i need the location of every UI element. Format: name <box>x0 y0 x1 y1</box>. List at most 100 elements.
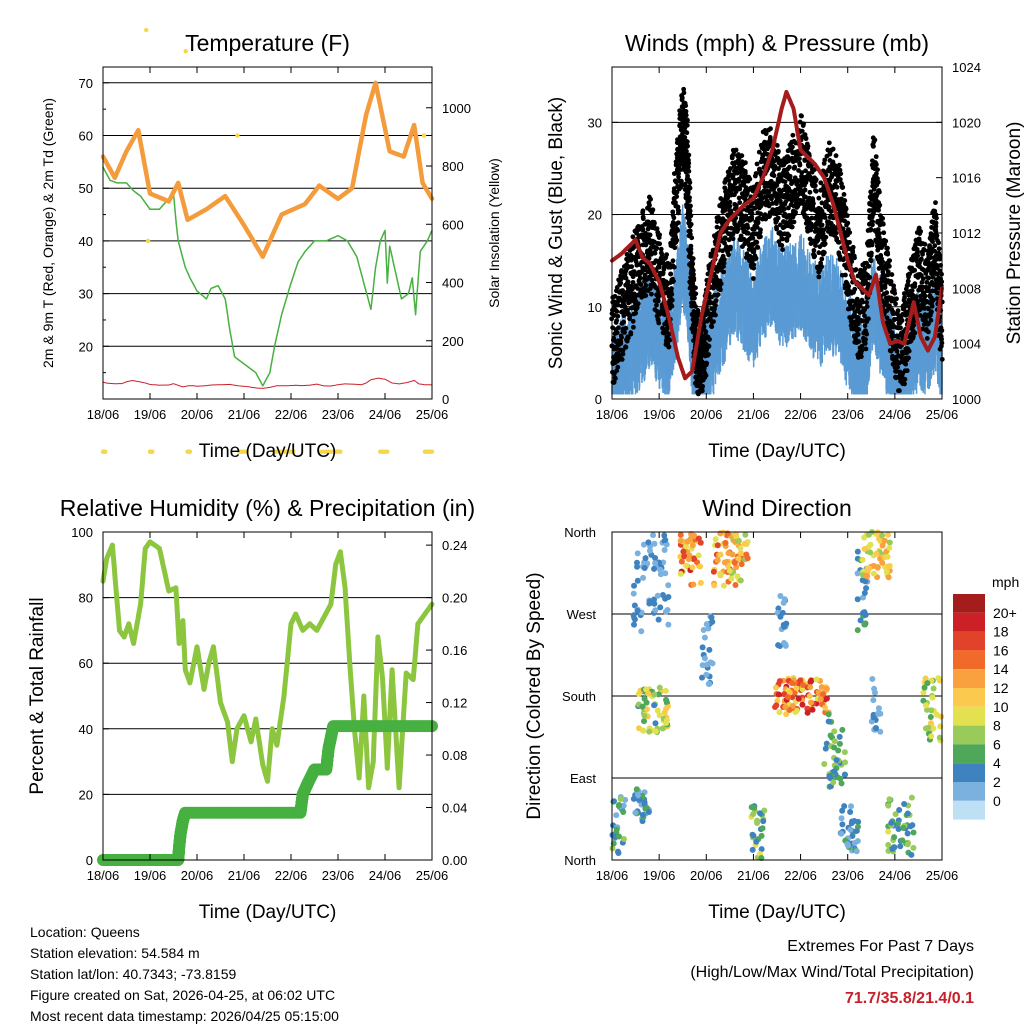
gust-point <box>774 227 779 232</box>
gust-point <box>669 289 674 294</box>
gust-point <box>864 300 869 305</box>
gust-point <box>816 196 821 201</box>
gust-point <box>714 298 719 303</box>
gust-point <box>915 249 920 254</box>
gust-point <box>854 267 859 272</box>
gust-point <box>686 153 691 158</box>
gust-point <box>638 276 643 281</box>
gust-point <box>670 298 675 303</box>
gust-point <box>704 373 709 378</box>
gust-point <box>845 221 850 226</box>
x-tick-label: 23/06 <box>831 407 864 422</box>
gust-point <box>656 299 661 304</box>
gust-point <box>816 274 821 279</box>
gust-point <box>918 229 923 234</box>
dewpoint-point <box>385 449 389 453</box>
gust-point <box>667 344 672 349</box>
gust-point <box>752 206 757 211</box>
gust-point <box>616 325 621 330</box>
y-tick-label: 30 <box>79 287 93 302</box>
y2-tick-label: 1012 <box>952 226 981 241</box>
gust-point <box>793 210 798 215</box>
temperature-2m-line <box>103 83 432 257</box>
gust-point <box>689 244 694 249</box>
gust-point <box>722 257 727 262</box>
gust-point <box>790 133 795 138</box>
gust-point <box>615 330 620 335</box>
gust-point <box>674 238 679 243</box>
gust-point <box>690 262 695 267</box>
gust-point <box>688 186 693 191</box>
gust-point <box>792 220 797 225</box>
gust-point <box>755 162 760 167</box>
gust-point <box>614 309 619 314</box>
gust-point <box>643 293 648 298</box>
gust-point <box>897 388 902 393</box>
gust-point <box>636 301 641 306</box>
chart-title-2: Winds (mph) & Pressure (mb) <box>625 30 929 56</box>
gust-point <box>680 95 685 100</box>
gust-point <box>926 276 931 281</box>
gust-point <box>921 276 926 281</box>
gust-point <box>684 113 689 118</box>
gust-point <box>790 145 795 150</box>
gust-point <box>902 381 907 386</box>
gust-point <box>856 327 861 332</box>
dewpoint-point <box>188 449 192 453</box>
gust-point <box>750 211 755 216</box>
gust-point <box>659 247 664 252</box>
gust-point <box>704 361 709 366</box>
wind-pressure-chart: 01020301000100410081012101610201024Winds… <box>546 30 1024 462</box>
gust-point <box>903 362 908 367</box>
gust-point <box>686 161 691 166</box>
temperature-chart: 20304050607002004006008001000Temperature… <box>40 0 502 462</box>
gust-point <box>895 349 900 354</box>
gust-point <box>631 319 636 324</box>
gust-point <box>835 185 840 190</box>
x-tick-label: 21/06 <box>228 407 261 422</box>
gust-point <box>833 192 838 197</box>
gust-point <box>644 283 649 288</box>
y2-tick-label: 0.04 <box>442 801 467 816</box>
gust-point <box>867 275 872 280</box>
gust-point <box>827 152 832 157</box>
gust-point <box>671 215 676 220</box>
gust-point <box>804 136 809 141</box>
gust-point <box>814 189 819 194</box>
gust-point <box>877 203 882 208</box>
gust-point <box>691 268 696 273</box>
gust-point <box>869 251 874 256</box>
y-tick-label: 20 <box>588 208 602 223</box>
y-tick-label: 0 <box>86 853 93 868</box>
gust-point <box>769 196 774 201</box>
gust-point <box>798 163 803 168</box>
gust-point <box>874 154 879 159</box>
gust-point <box>838 171 843 176</box>
gust-point <box>713 303 718 308</box>
y-tick-label: 20 <box>79 787 93 802</box>
gust-point <box>649 292 654 297</box>
gust-point <box>887 264 892 269</box>
x-tick-label: 20/06 <box>181 407 214 422</box>
gust-point <box>768 126 773 131</box>
y2-axis-label-2: Station Pressure (Maroon) <box>1004 122 1024 345</box>
y-tick-label: 60 <box>79 656 93 671</box>
gust-point <box>851 245 856 250</box>
gust-point <box>716 292 721 297</box>
gust-point <box>618 341 623 346</box>
gust-point <box>640 227 645 232</box>
gust-point <box>700 384 705 389</box>
gust-point <box>877 190 882 195</box>
gust-point <box>685 139 690 144</box>
gust-point <box>923 242 928 247</box>
gust-point <box>656 321 661 326</box>
gust-point <box>880 259 885 264</box>
gust-point <box>691 256 696 261</box>
gust-point <box>889 272 894 277</box>
gust-point <box>621 320 626 325</box>
gust-point <box>808 190 813 195</box>
gust-point <box>686 190 691 195</box>
gust-point <box>652 221 657 226</box>
gust-point <box>845 213 850 218</box>
gust-point <box>623 326 628 331</box>
